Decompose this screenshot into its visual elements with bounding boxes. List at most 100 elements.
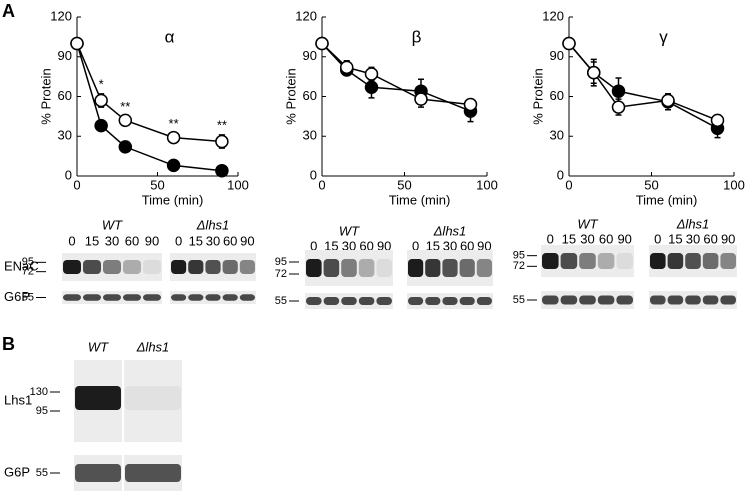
blot-band — [650, 295, 666, 305]
blot-band — [442, 259, 458, 277]
x-tick-label: 0 — [73, 177, 80, 192]
blot-band — [542, 295, 559, 305]
data-point — [166, 130, 181, 145]
lane-label: 15 — [85, 233, 99, 248]
y-tick-label: 0 — [557, 167, 564, 182]
size-marker: 95 — [513, 250, 525, 262]
lane-label: 15 — [324, 238, 338, 253]
lane-label: 0 — [68, 233, 75, 248]
blot-strip — [407, 250, 493, 286]
blot-band — [323, 297, 340, 305]
blot-band — [63, 294, 81, 301]
blot-band — [616, 295, 633, 305]
y-tick-label: 30 — [550, 128, 564, 143]
blot-band — [459, 297, 475, 305]
annotation: * — [99, 76, 104, 91]
group-label: Δlhs1 — [676, 216, 710, 231]
data-point — [315, 36, 329, 51]
blot-band — [143, 294, 161, 301]
lane-label: 30 — [342, 238, 356, 253]
blot-band — [125, 386, 181, 410]
size-marker: 55 — [36, 467, 48, 479]
blot-band — [171, 294, 187, 301]
lane-label: 60 — [599, 231, 613, 246]
blot-band — [597, 253, 615, 269]
lane-label: 60 — [460, 238, 474, 253]
lane-label: 60 — [125, 233, 139, 248]
blot-band — [650, 253, 666, 269]
size-marker: 72 — [275, 268, 287, 280]
size-marker: 95 — [22, 256, 34, 268]
x-tick-label: 0 — [318, 177, 325, 192]
blot-strip — [407, 293, 493, 309]
data-point — [710, 113, 725, 128]
y-tick-label: 30 — [58, 128, 72, 143]
annotation: ** — [217, 117, 227, 132]
lane-label: 15 — [189, 233, 203, 248]
blot-band — [560, 253, 578, 269]
blot-band — [63, 260, 81, 274]
y-axis-label: % Protein — [38, 68, 53, 124]
blot-band — [720, 253, 736, 269]
y-tick-label: 0 — [65, 167, 72, 182]
y-tick-label: 60 — [58, 88, 72, 103]
group-label: Δlhs1 — [433, 223, 467, 238]
data-point — [562, 36, 576, 51]
blot-band — [75, 464, 121, 482]
blot-band — [685, 295, 701, 305]
x-tick-label: 0 — [565, 177, 572, 192]
blot-strip — [74, 360, 122, 442]
data-point — [94, 118, 108, 133]
data-point — [364, 80, 379, 94]
size-marker: 55 — [275, 295, 287, 307]
blot-band — [720, 295, 736, 305]
x-tick-label: 100 — [227, 177, 249, 192]
blot-strip — [62, 291, 162, 304]
group-label: WT — [339, 223, 360, 238]
blot-band — [408, 297, 424, 305]
blot-band — [306, 297, 322, 305]
blot-band — [323, 259, 340, 277]
blot-strip — [124, 455, 182, 491]
blot-band — [616, 253, 633, 269]
blot-band — [425, 297, 441, 305]
blot-strip — [305, 250, 393, 286]
data-point — [611, 84, 626, 98]
y-tick-label: 120 — [295, 8, 317, 23]
blot-band — [376, 259, 392, 277]
group-label: WT — [577, 216, 598, 231]
lane-label: 90 — [477, 238, 491, 253]
data-point — [340, 60, 354, 75]
blot-band — [83, 260, 101, 274]
lane-label: 15 — [426, 238, 440, 253]
size-marker: 95 — [275, 256, 287, 268]
y-tick-label: 30 — [303, 128, 317, 143]
blot-band — [702, 295, 719, 305]
blot-band — [123, 260, 141, 274]
annotation: ** — [169, 116, 179, 131]
lane-label: 60 — [359, 238, 373, 253]
lane-label: 90 — [240, 233, 254, 248]
blot-strip — [541, 291, 634, 309]
blot-band — [341, 297, 357, 305]
blot-band — [75, 386, 121, 410]
blot-band — [376, 297, 392, 305]
lane-label: 90 — [617, 231, 631, 246]
y-tick-label: 90 — [58, 48, 72, 63]
blot-band — [579, 295, 596, 305]
blot-band — [408, 259, 424, 277]
blot-band — [560, 295, 578, 305]
data-point — [215, 134, 229, 149]
data-point — [463, 97, 478, 112]
row-label: ENaC — [4, 258, 39, 273]
blot-band — [685, 253, 701, 269]
x-tick-label: 100 — [476, 177, 498, 192]
blot-strip — [649, 291, 737, 309]
y-tick-label: 120 — [542, 8, 564, 23]
panel-label: B — [2, 334, 15, 354]
y-tick-label: 60 — [550, 88, 564, 103]
blot-band — [239, 260, 255, 274]
y-tick-label: 0 — [310, 167, 317, 182]
blot-band — [123, 294, 141, 301]
